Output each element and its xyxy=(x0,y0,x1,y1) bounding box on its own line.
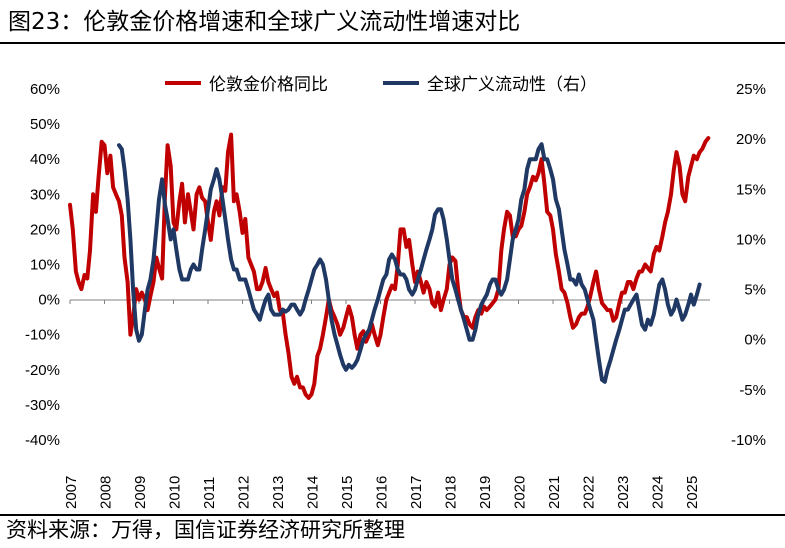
x-tick-label: 2020 xyxy=(512,476,529,509)
x-tick-label: 2016 xyxy=(374,476,391,509)
x-axis: 2007 2008 2009 2010 2011 2012 2013 2014 2015 2016… xyxy=(63,299,710,509)
left-tick-label: 60% xyxy=(30,81,60,98)
x-tick-label: 2025 xyxy=(684,476,701,509)
right-tick-label: 20% xyxy=(736,131,766,148)
gold-price-yoy-line xyxy=(68,132,711,400)
left-tick-label: 30% xyxy=(30,186,60,203)
right-tick-label: 10% xyxy=(736,231,766,248)
x-tick-label: 2017 xyxy=(408,476,425,509)
x-tick-label: 2012 xyxy=(236,476,253,509)
x-tick-label: 2011 xyxy=(201,477,218,509)
x-tick-label: 2009 xyxy=(132,476,149,509)
right-tick-label: 0% xyxy=(744,332,766,349)
x-tick-label: 2007 xyxy=(63,476,80,509)
x-tick-label: 2018 xyxy=(443,476,460,509)
left-tick-label: -30% xyxy=(25,397,60,414)
title-divider xyxy=(0,42,785,44)
left-tick-label: 10% xyxy=(30,257,60,274)
x-tick-label: 2021 xyxy=(546,476,563,509)
x-tick-label: 2019 xyxy=(477,476,494,509)
x-tick-label: 2008 xyxy=(98,476,115,509)
series-group xyxy=(68,132,711,400)
x-tick-label: 2010 xyxy=(167,476,184,509)
legend-label: 全球广义流动性（右） xyxy=(427,75,597,94)
right-tick-label: -10% xyxy=(731,432,766,449)
right-tick-label: -5% xyxy=(739,382,766,399)
left-tick-label: 20% xyxy=(30,221,60,238)
x-tick-label: 2014 xyxy=(305,476,322,509)
left-tick-label: 40% xyxy=(30,151,60,168)
left-tick-label: -20% xyxy=(25,362,60,379)
x-tick-label: 2022 xyxy=(581,476,598,509)
left-tick-label: -10% xyxy=(25,327,60,344)
figure-title: 图23：伦敦金价格增速和全球广义流动性增速对比 xyxy=(8,9,521,35)
right-tick-label: 25% xyxy=(736,81,766,98)
right-tick-label: 5% xyxy=(744,282,766,299)
left-tick-label: -40% xyxy=(25,432,60,449)
right-y-axis: 25% 20% 15% 10% 5% 0% -5% -10% xyxy=(731,81,766,449)
source-divider xyxy=(0,514,785,516)
x-tick-label: 2013 xyxy=(270,476,287,509)
right-tick-label: 15% xyxy=(736,181,766,198)
legend: 伦敦金价格同比 全球广义流动性（右） xyxy=(165,75,597,94)
x-tick-label: 2024 xyxy=(650,476,667,509)
left-tick-label: 0% xyxy=(38,292,60,309)
legend-label: 伦敦金价格同比 xyxy=(209,75,328,94)
x-tick-label: 2015 xyxy=(339,476,356,509)
left-y-axis: 60% 50% 40% 30% 20% 10% 0% -10% -20% -30% -40% xyxy=(25,81,60,449)
global-liquidity-line xyxy=(117,142,702,384)
source-note: 资料来源：万得，国信证券经济研究所整理 xyxy=(6,518,405,542)
x-tick-label: 2023 xyxy=(615,476,632,509)
left-tick-label: 50% xyxy=(30,116,60,133)
